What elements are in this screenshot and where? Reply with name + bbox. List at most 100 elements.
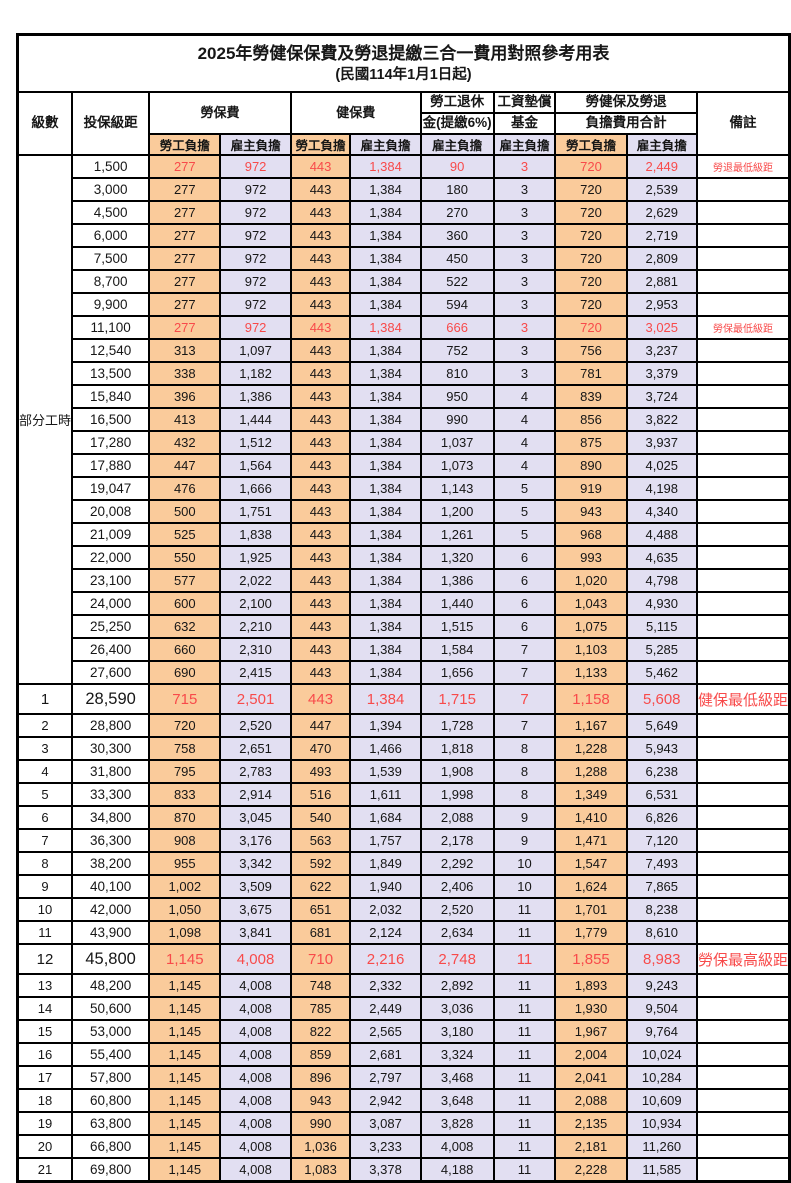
cell-level: 8 bbox=[16, 851, 74, 876]
cell-health-employer-fee: 1,384 bbox=[349, 361, 422, 386]
cell-labor-employer-fee: 3,342 bbox=[219, 851, 292, 876]
cell-health-employee-fee: 540 bbox=[289, 805, 352, 830]
cell-total-employee-fee: 890 bbox=[554, 453, 628, 478]
cell-labor-employee-fee: 447 bbox=[148, 453, 222, 478]
cell-labor-employee-fee: 396 bbox=[148, 384, 222, 409]
cell-level: 21 bbox=[16, 1157, 74, 1183]
table-row: 20,008 500 1,751 443 1,384 1,200 5 943 4,340 bbox=[18, 499, 791, 524]
cell-pension-employer-fee: 2,088 bbox=[419, 805, 495, 830]
cell-health-employer-fee: 1,849 bbox=[349, 851, 422, 876]
cell-health-employee-fee: 443 bbox=[289, 338, 352, 363]
cell-total-employer-fee: 9,764 bbox=[625, 1019, 698, 1044]
table-row: 24,000 600 2,100 443 1,384 1,440 6 1,043 4,930 bbox=[18, 591, 791, 616]
cell-total-employer-fee: 8,983 bbox=[625, 943, 698, 975]
cell-total-employee-fee: 1,288 bbox=[554, 759, 628, 784]
cell-pension-employer-fee: 180 bbox=[419, 177, 495, 202]
cell-labor-employer-fee: 972 bbox=[219, 177, 292, 202]
cell-labor-employer-fee: 1,512 bbox=[219, 430, 292, 455]
subheader-total-employer: 雇主負擔 bbox=[625, 133, 698, 156]
cell-salary-bracket: 17,880 bbox=[71, 453, 151, 478]
cell-labor-employer-fee: 972 bbox=[219, 269, 292, 294]
cell-remark bbox=[695, 660, 791, 685]
cell-labor-employee-fee: 277 bbox=[148, 269, 222, 294]
cell-health-employer-fee: 1,384 bbox=[349, 476, 422, 501]
cell-level: 4 bbox=[16, 759, 74, 784]
cell-labor-employer-fee: 2,100 bbox=[219, 591, 292, 616]
cell-pension-employer-fee: 1,261 bbox=[419, 522, 495, 547]
cell-total-employer-fee: 5,462 bbox=[625, 660, 698, 685]
cell-total-employer-fee: 9,504 bbox=[625, 996, 698, 1021]
cell-wage-fund-employer-fee: 11 bbox=[492, 897, 557, 922]
cell-remark bbox=[695, 1065, 791, 1090]
cell-labor-employee-fee: 1,145 bbox=[148, 1088, 222, 1113]
cell-labor-employee-fee: 1,145 bbox=[148, 1134, 222, 1159]
cell-salary-bracket: 8,700 bbox=[71, 269, 151, 294]
cell-salary-bracket: 42,000 bbox=[71, 897, 151, 922]
cell-labor-employee-fee: 550 bbox=[148, 545, 222, 570]
cell-pension-employer-fee: 3,180 bbox=[419, 1019, 495, 1044]
subheader-labor-employee: 勞工負擔 bbox=[148, 133, 222, 156]
table-row: 5 33,300 833 2,914 516 1,611 1,998 8 1,349 6,531 bbox=[16, 782, 791, 807]
cell-labor-employer-fee: 4,008 bbox=[219, 1157, 292, 1183]
cell-level: 15 bbox=[16, 1019, 74, 1044]
cell-remark bbox=[695, 361, 791, 386]
cell-health-employer-fee: 1,384 bbox=[349, 292, 422, 317]
cell-remark bbox=[695, 338, 791, 363]
cell-remark bbox=[695, 591, 791, 616]
cell-total-employer-fee: 3,822 bbox=[625, 407, 698, 432]
cell-pension-employer-fee: 3,036 bbox=[419, 996, 495, 1021]
cell-remark bbox=[695, 920, 791, 945]
cell-pension-employer-fee: 3,648 bbox=[419, 1088, 495, 1113]
table-row: 20 66,800 1,145 4,008 1,036 3,233 4,008 11 2,181… bbox=[16, 1134, 791, 1159]
cell-salary-bracket: 23,100 bbox=[71, 568, 151, 593]
subheader-total-employee: 勞工負擔 bbox=[554, 133, 628, 156]
cell-wage-fund-employer-fee: 11 bbox=[492, 973, 557, 998]
cell-labor-employee-fee: 313 bbox=[148, 338, 222, 363]
cell-wage-fund-employer-fee: 3 bbox=[492, 338, 557, 363]
cell-remark bbox=[695, 996, 791, 1021]
subheader-health-employee: 勞工負擔 bbox=[289, 133, 352, 156]
cell-level: 10 bbox=[16, 897, 74, 922]
cell-salary-bracket: 40,100 bbox=[71, 874, 151, 899]
cell-labor-employee-fee: 277 bbox=[148, 154, 222, 179]
cell-labor-employee-fee: 577 bbox=[148, 568, 222, 593]
cell-labor-employee-fee: 525 bbox=[148, 522, 222, 547]
cell-health-employer-fee: 1,384 bbox=[349, 154, 422, 179]
cell-salary-bracket: 15,840 bbox=[71, 384, 151, 409]
cell-health-employee-fee: 896 bbox=[289, 1065, 352, 1090]
cell-wage-fund-employer-fee: 11 bbox=[492, 1157, 557, 1183]
table-row: 1 28,590 715 2,501 443 1,384 1,715 7 1,158 5,608 健… bbox=[16, 683, 791, 715]
cell-level: 5 bbox=[16, 782, 74, 807]
cell-labor-employer-fee: 4,008 bbox=[219, 1042, 292, 1067]
cell-health-employer-fee: 1,384 bbox=[349, 223, 422, 248]
table-row: 2 28,800 720 2,520 447 1,394 1,728 7 1,167 5,649 bbox=[16, 713, 791, 738]
col-header-salary: 投保級距 bbox=[71, 91, 151, 156]
cell-labor-employee-fee: 1,098 bbox=[148, 920, 222, 945]
cell-labor-employer-fee: 1,925 bbox=[219, 545, 292, 570]
cell-labor-employer-fee: 972 bbox=[219, 246, 292, 271]
cell-wage-fund-employer-fee: 11 bbox=[492, 1065, 557, 1090]
cell-pension-employer-fee: 1,818 bbox=[419, 736, 495, 761]
col-header-remark: 備註 bbox=[695, 91, 791, 156]
cell-wage-fund-employer-fee: 6 bbox=[492, 614, 557, 639]
cell-remark bbox=[695, 973, 791, 998]
cell-salary-bracket: 22,000 bbox=[71, 545, 151, 570]
cell-labor-employer-fee: 2,501 bbox=[219, 683, 292, 715]
cell-labor-employee-fee: 833 bbox=[148, 782, 222, 807]
table-row: 9 40,100 1,002 3,509 622 1,940 2,406 10 1,624 7,8… bbox=[16, 874, 791, 899]
cell-labor-employer-fee: 972 bbox=[219, 200, 292, 225]
cell-level: 12 bbox=[16, 943, 74, 975]
cell-remark bbox=[695, 522, 791, 547]
cell-remark bbox=[695, 1088, 791, 1113]
cell-salary-bracket: 66,800 bbox=[71, 1134, 151, 1159]
cell-health-employee-fee: 443 bbox=[289, 200, 352, 225]
cell-salary-bracket: 53,000 bbox=[71, 1019, 151, 1044]
cell-labor-employee-fee: 660 bbox=[148, 637, 222, 662]
cell-health-employer-fee: 2,032 bbox=[349, 897, 422, 922]
cell-salary-bracket: 48,200 bbox=[71, 973, 151, 998]
cell-labor-employee-fee: 1,145 bbox=[148, 1042, 222, 1067]
cell-wage-fund-employer-fee: 3 bbox=[492, 361, 557, 386]
cell-total-employer-fee: 10,609 bbox=[625, 1088, 698, 1113]
cell-labor-employee-fee: 277 bbox=[148, 177, 222, 202]
cell-labor-employer-fee: 972 bbox=[219, 154, 292, 179]
